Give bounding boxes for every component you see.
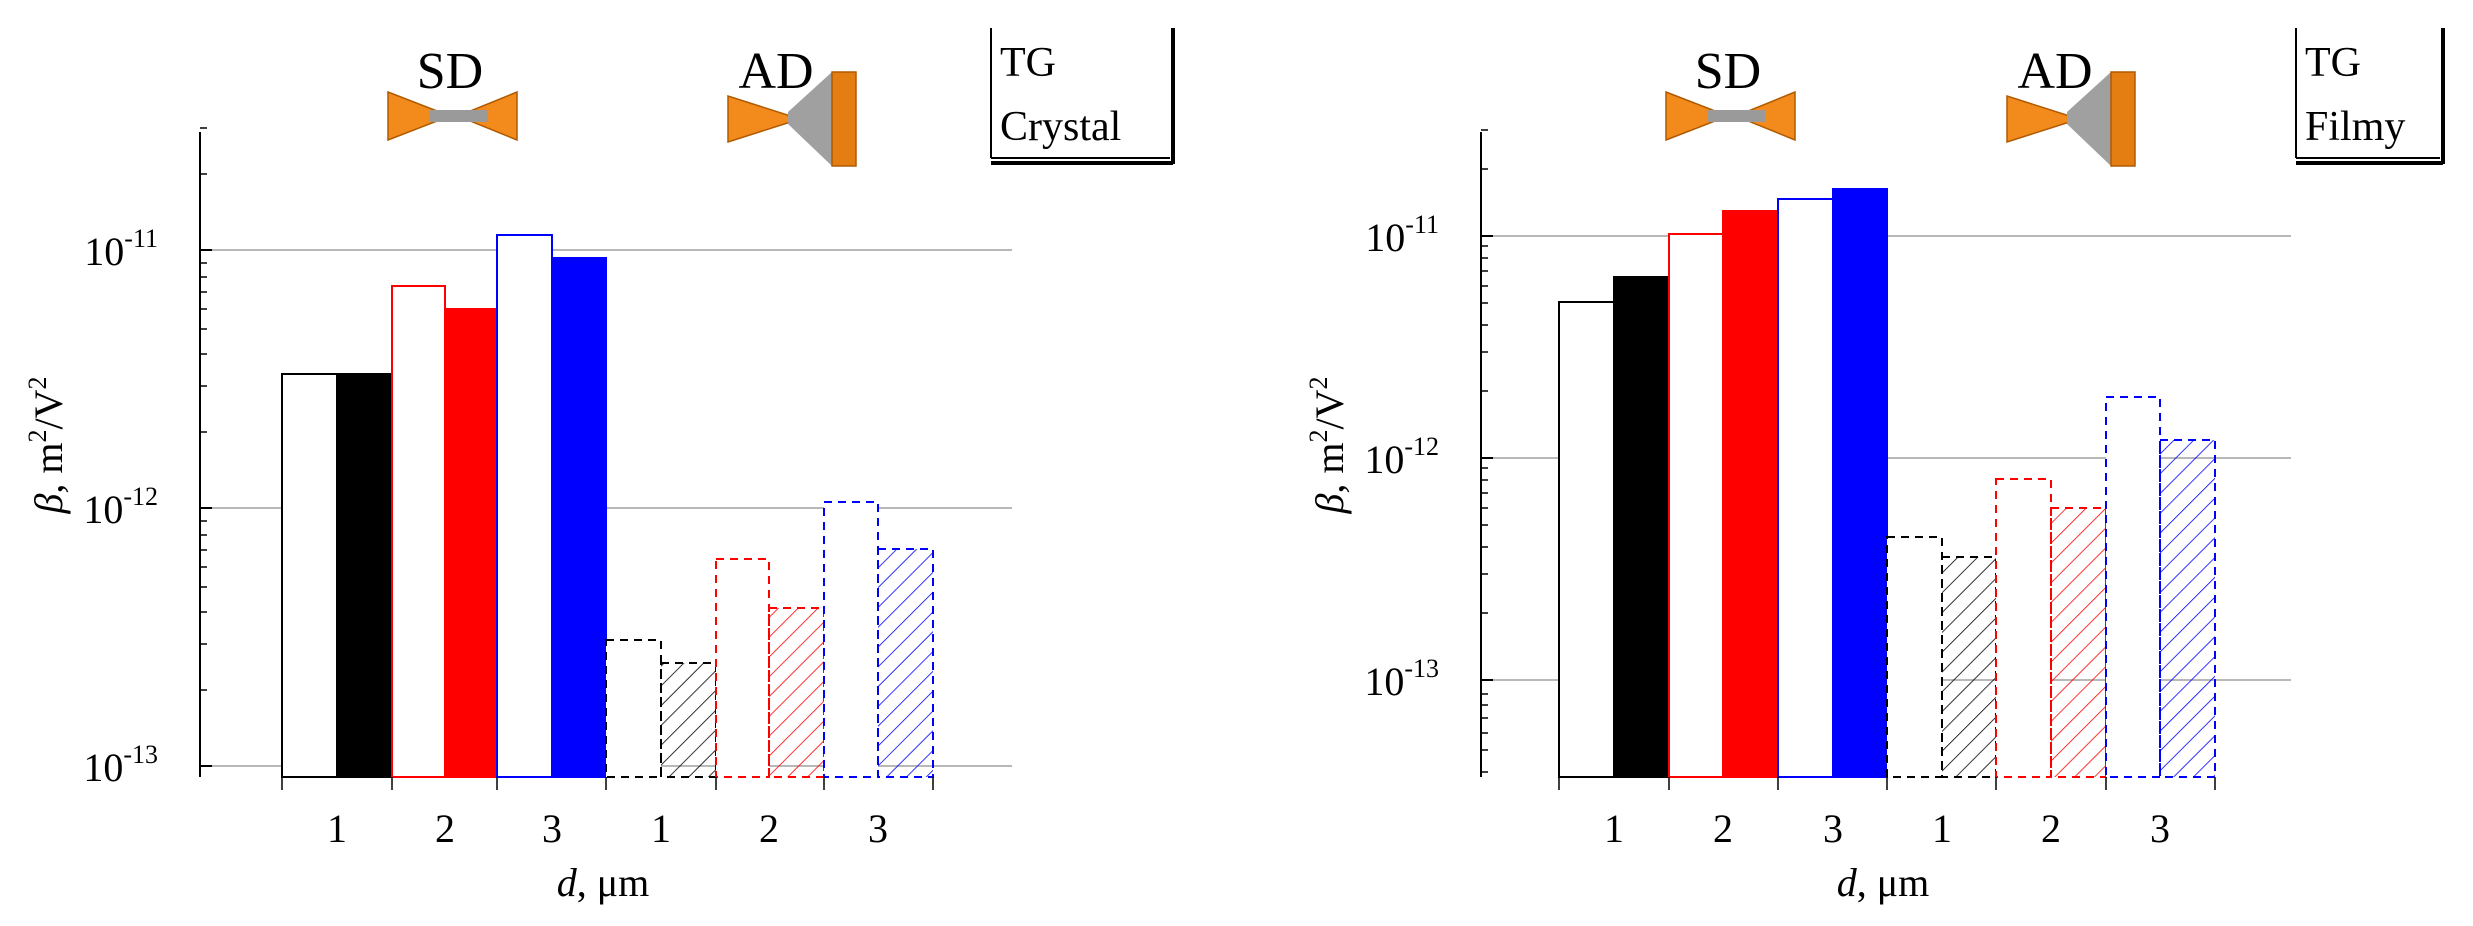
bar-sd-1-filled <box>336 373 393 778</box>
svg-text:SD: SD <box>417 43 483 100</box>
bars <box>1558 188 2216 778</box>
symmetric-tip-icon <box>1665 90 1796 142</box>
legend-line-2: Filmy <box>2305 104 2405 150</box>
bar-sd-3-filled <box>551 257 607 778</box>
chart-panel-crystal: 10-13 10-12 10-11 β, m2/V2 1 2 3 1 2 3 d… <box>23 28 1175 905</box>
bar-sd-2-open <box>1668 233 1724 778</box>
bar-sd-2-filled <box>444 308 498 778</box>
svg-text:SD: SD <box>1695 43 1761 100</box>
y-tick-label: 10-13 <box>1364 654 1439 704</box>
svg-text:AD: AD <box>738 43 813 100</box>
y-axis <box>1480 129 1493 777</box>
y-axis-label: β, m2/V2 <box>1304 376 1352 514</box>
legend-line-2: Crystal <box>1000 104 1121 150</box>
svg-text:AD: AD <box>2017 43 2092 100</box>
x-tick-label: 3 <box>2150 806 2170 851</box>
bar-sd-3-filled <box>1832 188 1888 778</box>
x-tick-label: 2 <box>435 806 455 851</box>
y-axis-label: β, m2/V2 <box>23 376 71 514</box>
bar-sd-1-filled <box>1613 276 1670 778</box>
group-label-sd: SD <box>387 43 518 142</box>
x-tick-label: 3 <box>1823 806 1843 851</box>
bars <box>281 234 934 778</box>
x-axis <box>281 777 934 790</box>
y-tick-labels: 10-13 10-12 10-11 <box>83 224 158 790</box>
x-tick-label: 1 <box>1604 806 1624 851</box>
bar-ad-1-hatched <box>660 662 717 778</box>
bar-ad-1-dashed <box>605 639 662 778</box>
x-tick-label: 2 <box>1713 806 1733 851</box>
legend-box: TG Filmy <box>2295 28 2445 165</box>
bar-sd-2-open <box>391 285 446 778</box>
bar-ad-2-hatched <box>2050 507 2107 778</box>
bar-ad-3-dashed <box>2105 396 2161 778</box>
x-axis <box>1558 777 2216 790</box>
x-tick-label: 2 <box>2041 806 2061 851</box>
bar-ad-1-hatched <box>1941 556 1997 778</box>
x-tick-label: 3 <box>542 806 562 851</box>
x-tick-labels: 1 2 3 1 2 3 <box>327 806 888 851</box>
bar-ad-3-dashed <box>823 501 879 778</box>
legend-line-1: TG <box>2305 40 2361 86</box>
y-tick-label: 10-11 <box>1365 210 1439 260</box>
asymmetric-tip-icon <box>2006 71 2136 167</box>
bar-sd-3-open <box>1777 198 1834 778</box>
group-label-ad: AD <box>727 43 857 167</box>
bar-sd-3-open <box>496 234 553 778</box>
x-axis-label: d, μm <box>557 860 650 905</box>
legend-box: TG Crystal <box>990 28 1175 165</box>
chart-panel-filmy: 10-13 10-12 10-11 β, m2/V2 1 2 3 1 2 3 d… <box>1304 28 2445 905</box>
bar-ad-3-hatched <box>2159 439 2216 778</box>
bar-ad-3-hatched <box>877 548 934 778</box>
bar-sd-1-open <box>281 373 338 778</box>
y-tick-label: 10-12 <box>83 482 158 532</box>
x-tick-label: 1 <box>327 806 347 851</box>
x-tick-label: 2 <box>759 806 779 851</box>
bar-sd-2-filled <box>1722 210 1779 778</box>
x-tick-labels: 1 2 3 1 2 3 <box>1604 806 2170 851</box>
asymmetric-tip-icon <box>727 71 857 167</box>
legend-line-1: TG <box>1000 40 1056 86</box>
x-tick-label: 3 <box>868 806 888 851</box>
group-label-sd: SD <box>1665 43 1796 142</box>
y-axis <box>199 127 212 777</box>
bar-ad-2-hatched <box>768 607 825 778</box>
bar-sd-1-open <box>1558 301 1615 778</box>
group-label-ad: AD <box>2006 43 2136 167</box>
bar-ad-2-dashed <box>715 558 770 778</box>
y-tick-labels: 10-13 10-12 10-11 <box>1364 210 1439 704</box>
symmetric-tip-icon <box>387 90 518 142</box>
x-axis-label: d, μm <box>1837 860 1930 905</box>
y-tick-label: 10-13 <box>83 740 158 790</box>
x-tick-label: 1 <box>651 806 671 851</box>
y-tick-label: 10-12 <box>1364 432 1439 482</box>
bar-ad-1-dashed <box>1886 536 1943 778</box>
y-tick-label: 10-11 <box>84 224 158 274</box>
bar-ad-2-dashed <box>1995 478 2052 778</box>
x-tick-label: 1 <box>1932 806 1952 851</box>
